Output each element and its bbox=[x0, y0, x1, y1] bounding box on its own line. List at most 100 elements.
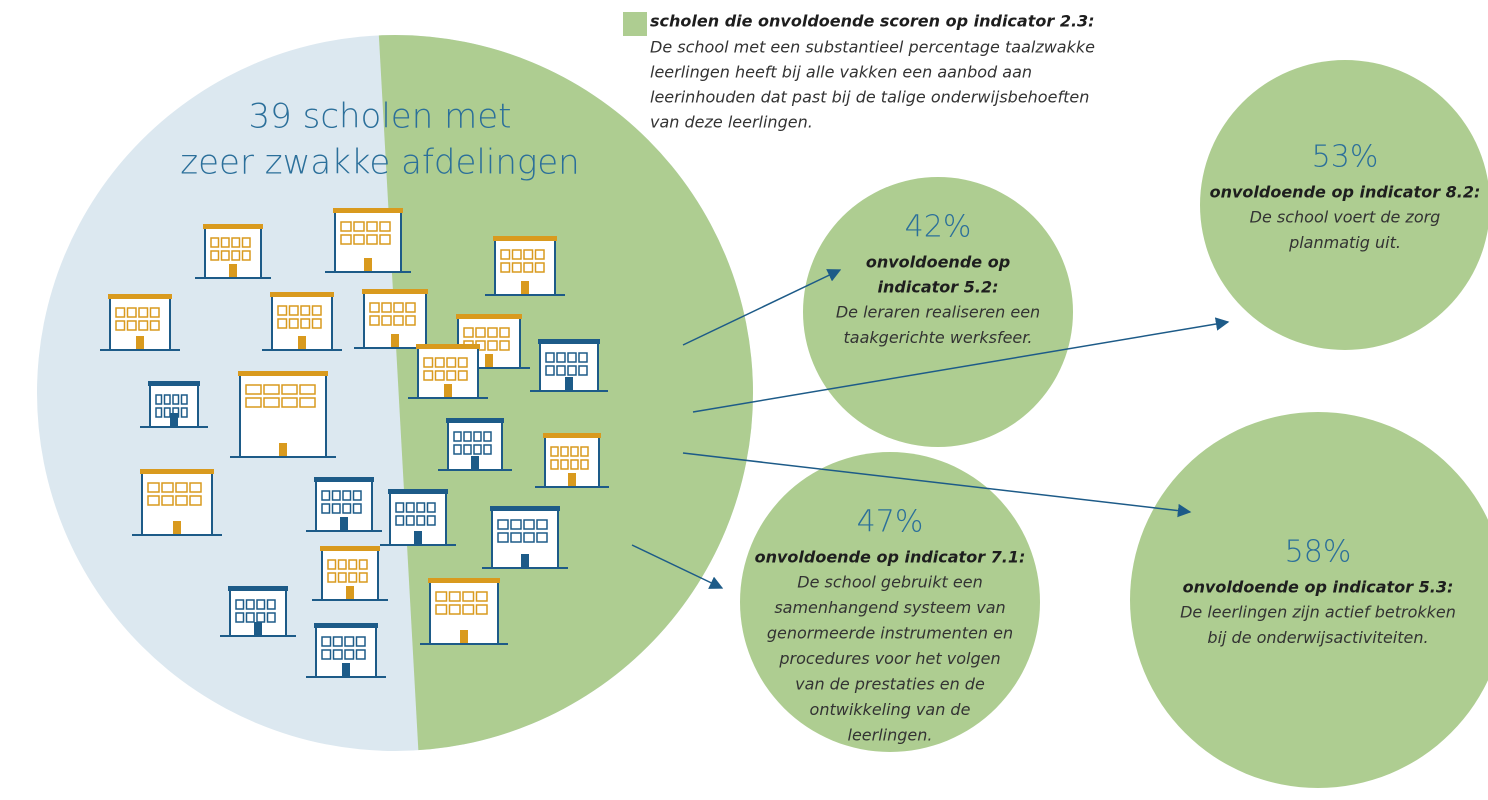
window bbox=[245, 397, 262, 408]
window bbox=[241, 250, 251, 261]
door bbox=[254, 622, 262, 636]
window bbox=[175, 495, 188, 506]
door bbox=[346, 586, 354, 600]
window bbox=[344, 649, 355, 660]
window bbox=[580, 446, 589, 457]
legend-text: leerlingen heeft bij alle vakken een aan… bbox=[650, 63, 1032, 82]
roof bbox=[203, 224, 263, 229]
window bbox=[180, 407, 188, 418]
roof bbox=[362, 289, 428, 294]
window bbox=[220, 237, 230, 248]
window bbox=[395, 502, 405, 513]
roof bbox=[314, 623, 378, 628]
door bbox=[298, 336, 306, 350]
door bbox=[568, 473, 576, 487]
window bbox=[348, 559, 358, 570]
window bbox=[352, 503, 362, 514]
legend-text: van deze leerlingen. bbox=[650, 113, 813, 132]
buildings bbox=[100, 208, 609, 678]
bubble-text: planmatig uit. bbox=[1288, 233, 1401, 252]
window bbox=[210, 237, 220, 248]
window bbox=[321, 490, 331, 501]
window bbox=[536, 519, 548, 530]
bubble-heading: indicator 5.2: bbox=[878, 278, 999, 297]
window bbox=[497, 519, 509, 530]
window bbox=[570, 459, 579, 470]
door bbox=[414, 531, 422, 545]
roof bbox=[314, 477, 374, 482]
window bbox=[337, 559, 347, 570]
window bbox=[115, 320, 126, 331]
window bbox=[523, 532, 535, 543]
window bbox=[381, 302, 392, 313]
window bbox=[353, 234, 365, 245]
window bbox=[423, 370, 434, 381]
window bbox=[556, 352, 566, 363]
window bbox=[366, 221, 378, 232]
bubble bbox=[1130, 412, 1488, 788]
window bbox=[331, 490, 341, 501]
window bbox=[231, 250, 241, 261]
window bbox=[475, 604, 488, 615]
roof bbox=[228, 586, 288, 591]
window bbox=[300, 318, 311, 329]
bubble bbox=[740, 452, 1040, 752]
window bbox=[332, 636, 343, 647]
window bbox=[560, 446, 569, 457]
window bbox=[523, 519, 535, 530]
window bbox=[487, 340, 498, 351]
window bbox=[473, 444, 482, 455]
window bbox=[149, 307, 160, 318]
window bbox=[550, 446, 559, 457]
main-title: 39 scholen met bbox=[249, 97, 512, 137]
window bbox=[534, 249, 545, 260]
bubble-value: 58% bbox=[1285, 535, 1352, 570]
window bbox=[434, 357, 445, 368]
window bbox=[138, 307, 149, 318]
window bbox=[256, 599, 266, 610]
window bbox=[578, 365, 588, 376]
window bbox=[423, 357, 434, 368]
window bbox=[483, 431, 492, 442]
window bbox=[281, 397, 298, 408]
window bbox=[510, 532, 522, 543]
window bbox=[126, 307, 137, 318]
window bbox=[446, 357, 457, 368]
window bbox=[311, 305, 322, 316]
window bbox=[426, 515, 436, 526]
roof bbox=[543, 433, 601, 438]
bubble-value: 53% bbox=[1312, 140, 1379, 175]
window bbox=[475, 327, 486, 338]
window bbox=[497, 532, 509, 543]
roof bbox=[446, 418, 504, 423]
window bbox=[163, 394, 171, 405]
window bbox=[511, 249, 522, 260]
bubble bbox=[1200, 60, 1488, 350]
window bbox=[446, 370, 457, 381]
window bbox=[180, 394, 188, 405]
window bbox=[369, 302, 380, 313]
window bbox=[578, 352, 588, 363]
window bbox=[299, 384, 316, 395]
window bbox=[405, 302, 416, 313]
window bbox=[381, 315, 392, 326]
window bbox=[277, 318, 288, 329]
window bbox=[426, 502, 436, 513]
bubble-text: samenhangend systeem van bbox=[774, 598, 1005, 617]
roof bbox=[428, 578, 500, 583]
window bbox=[511, 262, 522, 273]
window bbox=[457, 370, 468, 381]
window bbox=[337, 572, 347, 583]
window bbox=[379, 234, 391, 245]
window bbox=[161, 495, 174, 506]
roof bbox=[493, 236, 557, 241]
window bbox=[288, 318, 299, 329]
door bbox=[170, 413, 178, 427]
window bbox=[147, 495, 160, 506]
window bbox=[161, 482, 174, 493]
roof bbox=[320, 546, 380, 551]
window bbox=[358, 559, 368, 570]
window bbox=[342, 490, 352, 501]
window bbox=[523, 262, 534, 273]
